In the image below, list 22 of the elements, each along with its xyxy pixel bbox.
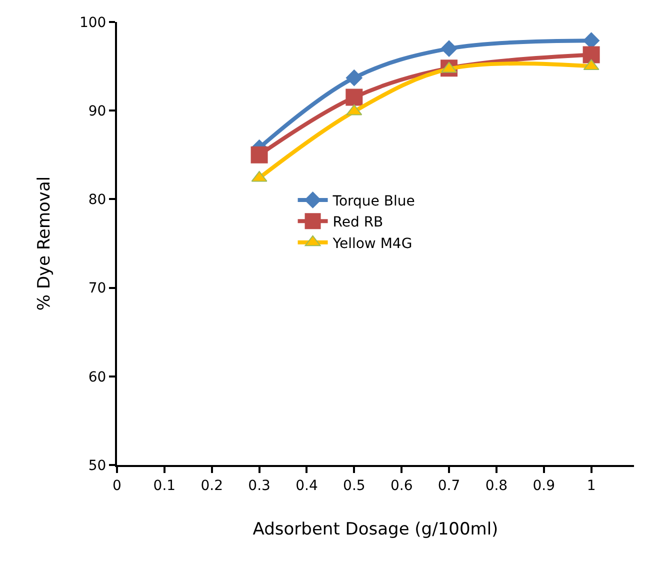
y-tick-label: 80 bbox=[88, 192, 106, 208]
x-tick-label: 0.1 bbox=[153, 478, 176, 494]
x-tick-label: 0.8 bbox=[485, 478, 508, 494]
x-tick-label: 0.7 bbox=[438, 478, 460, 494]
x-tick-label: 0.2 bbox=[200, 478, 223, 494]
legend-label: Red RB bbox=[332, 214, 384, 231]
y-axis-title: % Dye Removal bbox=[34, 176, 55, 311]
x-tick-label: 1 bbox=[586, 478, 596, 494]
x-tick-label: 0.3 bbox=[248, 478, 270, 494]
legend-label: Yellow M4G bbox=[332, 236, 412, 252]
x-tick-label: 0.4 bbox=[296, 478, 318, 494]
y-tick-label: 70 bbox=[88, 280, 106, 297]
x-tick-label: 0.6 bbox=[390, 478, 413, 494]
x-tick-label: 0 bbox=[112, 478, 122, 494]
y-tick-label: 90 bbox=[88, 104, 106, 120]
y-tick-label: 50 bbox=[88, 458, 106, 474]
x-tick-label: 0.5 bbox=[343, 478, 366, 494]
x-tick-label: 0.9 bbox=[532, 478, 556, 494]
y-tick-label: 60 bbox=[88, 369, 106, 386]
y-tick-label: 100 bbox=[79, 14, 106, 31]
legend-label: Torque Blue bbox=[332, 193, 415, 210]
x-axis-title: Adsorbent Dosage (g/100ml) bbox=[252, 520, 498, 540]
